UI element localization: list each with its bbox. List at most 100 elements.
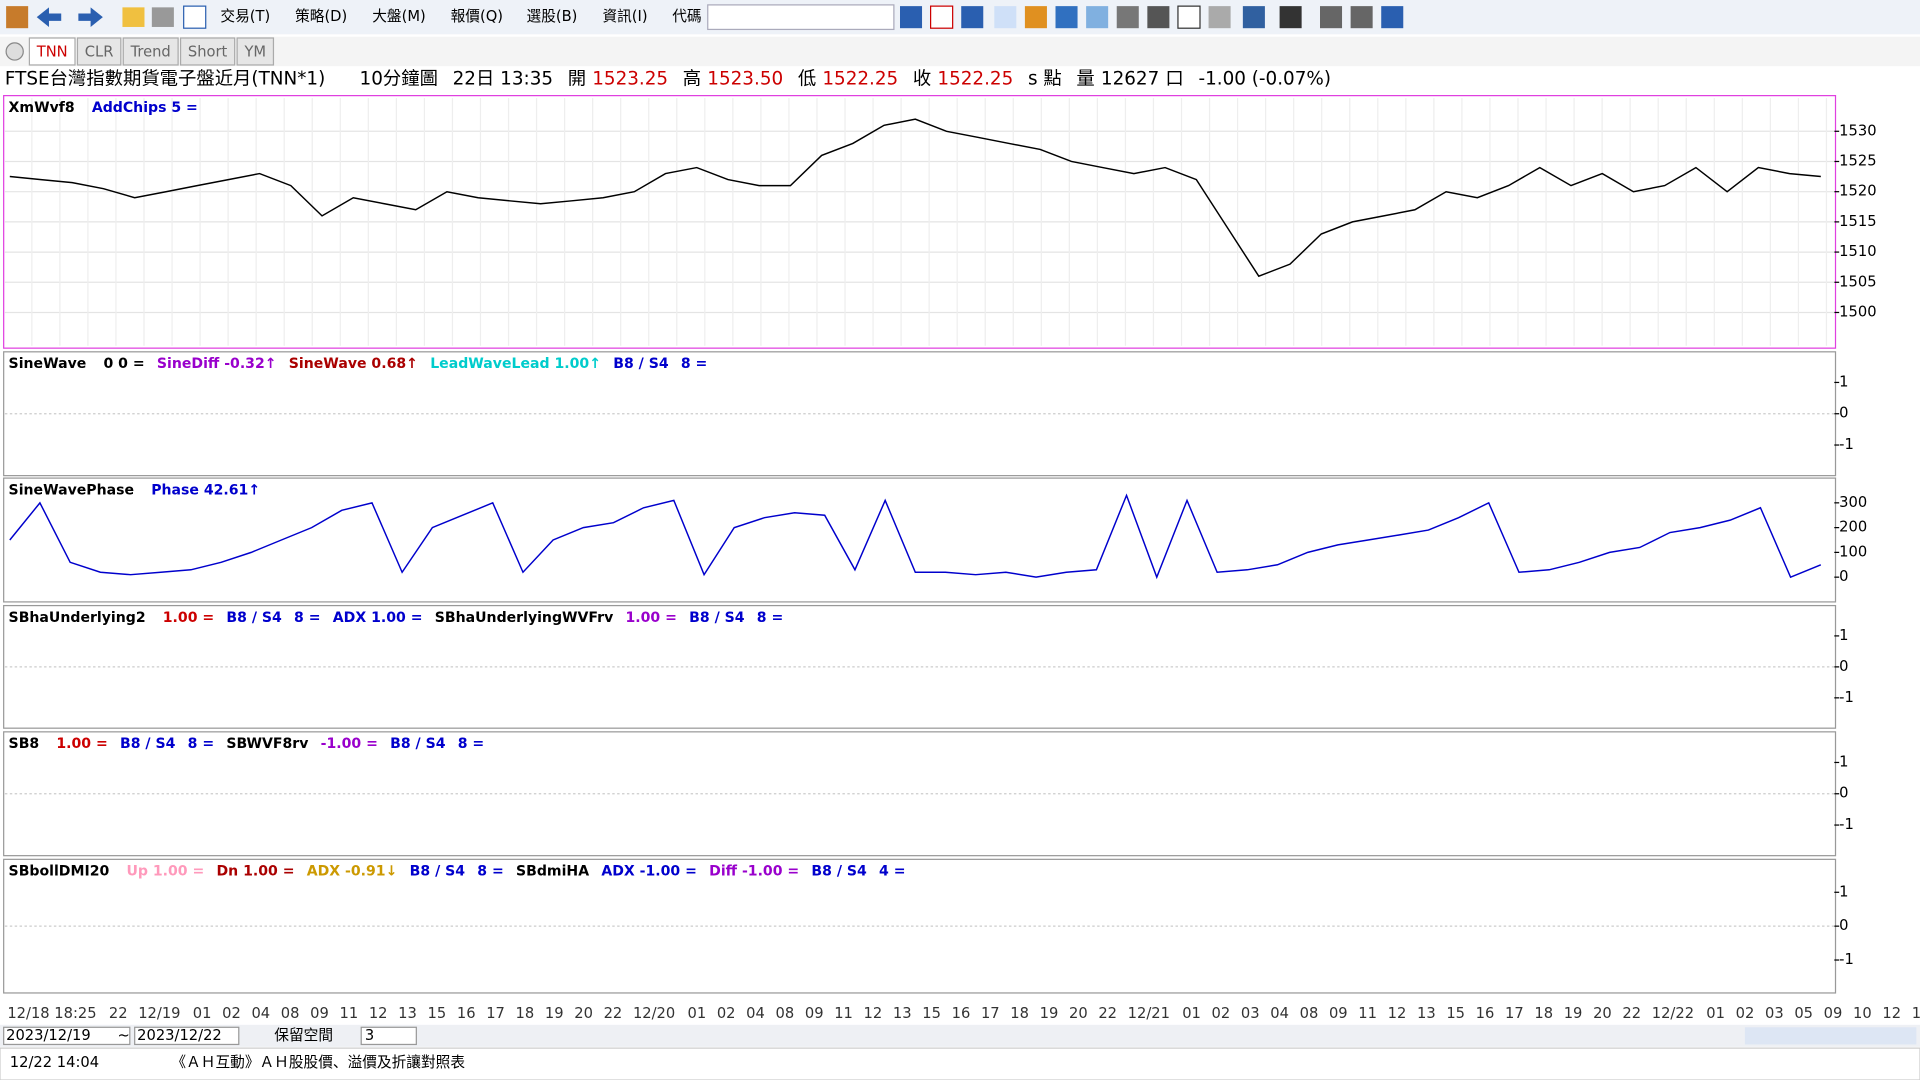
x-tick-label: 15 (1446, 1005, 1465, 1022)
home-icon[interactable] (6, 6, 29, 29)
tool-icon[interactable] (1024, 6, 1047, 29)
y-tick-label: -1 (1839, 951, 1854, 968)
end-date-input[interactable] (134, 1026, 240, 1046)
tool-icon[interactable] (994, 6, 1017, 29)
tab-label[interactable]: YM (243, 44, 266, 61)
y-tick-label: 1500 (1839, 303, 1876, 320)
legend-entry: 8 = (477, 864, 503, 880)
legend-entry: Phase 42.61↑ (151, 482, 260, 498)
menu-item[interactable]: 選股(B) (527, 8, 578, 25)
x-tick-label: 22 (604, 1005, 623, 1022)
x-tick-label: 13 (398, 1005, 417, 1022)
y-tick-label: 0 (1839, 568, 1848, 585)
tab[interactable] (76, 37, 122, 66)
tab[interactable] (179, 37, 236, 66)
tab-label[interactable]: CLR (85, 44, 114, 61)
tab-menu-button[interactable] (5, 42, 24, 61)
tab[interactable] (28, 37, 76, 66)
tool-icon[interactable] (1350, 6, 1373, 29)
x-tick-label: 03 (1765, 1005, 1784, 1022)
panel: 300 200 100 0 SineWavePhase Phase 42.61↑ (3, 477, 1867, 603)
legend-entry: Dn 1.00 = (216, 864, 294, 880)
x-tick-label: 19 (1564, 1005, 1583, 1022)
quote-label: 開 (568, 69, 586, 90)
tool-icon[interactable] (1116, 6, 1139, 29)
legend-entry: SBdmiHA (516, 864, 589, 880)
x-tick-label: 01 (193, 1005, 212, 1022)
tool-icon[interactable] (1279, 6, 1302, 29)
x-tick-label: 09 (805, 1005, 824, 1022)
x-tick-label: 19 (545, 1005, 564, 1022)
x-tick-label: 18 (1534, 1005, 1553, 1022)
x-tick-label: 19 (1040, 1005, 1059, 1022)
quote-value: 1523.25 (592, 69, 668, 90)
menu-item[interactable]: 交易(T) (220, 7, 270, 25)
news-headline[interactable]: 《ＡＨ互動》ＡＨ股股價、溢價及折讓對照表 (171, 1053, 465, 1071)
panel-frame (3, 351, 1837, 477)
x-tick-label: 13 (1417, 1005, 1436, 1022)
interval: 10分鐘圖 (360, 69, 438, 90)
x-tick-label: 16 (457, 1005, 476, 1022)
legend-entry: -1.00 = (321, 736, 378, 752)
menu-item[interactable]: 報價(Q) (451, 8, 503, 25)
tool-icon[interactable] (1208, 6, 1231, 29)
resize-icon[interactable] (183, 5, 207, 29)
x-tick-label: 12/22 (1652, 1005, 1694, 1022)
x-tick-label: 09 (1824, 1005, 1843, 1022)
tool-icon[interactable] (1147, 6, 1170, 29)
x-tick-label: 02 (1212, 1005, 1231, 1022)
menu-item[interactable]: 策略(D) (295, 8, 347, 25)
tab-label[interactable]: Short (188, 44, 228, 61)
legend-entry: LeadWaveLead 1.00↑ (430, 356, 601, 372)
tool-icon[interactable] (961, 6, 984, 29)
start-date: 2023/12/19 (6, 1027, 91, 1044)
legend-entry: XmWvf8 (9, 100, 75, 116)
tab-label[interactable]: TNN (36, 44, 68, 61)
x-tick-label: 22 (109, 1005, 128, 1022)
quote-label: 低 (798, 69, 816, 90)
tool-icon[interactable] (1381, 6, 1404, 29)
forward-icon[interactable] (78, 7, 103, 27)
view-buttons[interactable] (1744, 1027, 1917, 1045)
tool-icon[interactable] (1055, 6, 1078, 29)
y-tick-label: 1510 (1839, 243, 1876, 260)
tool-icon[interactable] (900, 6, 923, 29)
tool-icon[interactable] (1177, 5, 1201, 29)
tool-icon[interactable] (1320, 6, 1343, 29)
tool-icon[interactable] (930, 5, 954, 29)
y-tick-label: 100 (1839, 543, 1867, 560)
legend-entry: 1.00 = (626, 610, 677, 626)
tab[interactable] (122, 37, 179, 66)
start-date-input[interactable] (3, 1026, 131, 1046)
y-tick-label: 300 (1839, 494, 1867, 511)
code-input[interactable] (707, 4, 895, 31)
tool-icon[interactable] (1086, 6, 1109, 29)
legend-entry: 4 = (879, 864, 905, 880)
x-tick-label: 04 (1270, 1005, 1289, 1022)
y-tick-label: 1 (1839, 883, 1848, 900)
x-tick-label: 16 (1476, 1005, 1495, 1022)
panel: 1 0 -1 SB8 1.00 = B8 / S4 8 = SBWVF8rv -1.00 = B8… (3, 731, 1854, 857)
x-tick-label: 04 (251, 1005, 270, 1022)
x-tick-label: 20 (1069, 1005, 1088, 1022)
space-input[interactable] (360, 1026, 417, 1046)
menu-item[interactable]: 大盤(M) (372, 8, 425, 25)
change: -1.00 (-0.07%) (1198, 69, 1331, 90)
back-icon[interactable] (36, 7, 62, 27)
tab[interactable] (236, 37, 275, 66)
x-tick-label: 16 (952, 1005, 971, 1022)
x-tick-label: 18 (516, 1005, 535, 1022)
chart-panels: 1530 1525 1520 1515 1510 1505 1500 XmWvf8 AddChi… (3, 95, 1877, 994)
panel: 1 0 -1 SBhaUnderlying2 1.00 = B8 / S4 8 = ADX 1… (3, 604, 1854, 729)
tab-label[interactable]: Trend (130, 44, 171, 61)
open-icon[interactable] (122, 7, 145, 27)
quote-label: 收 (913, 69, 931, 90)
y-tick-label: -1 (1839, 689, 1854, 706)
y-tick-label: 0 (1839, 785, 1848, 802)
x-tick-label: 12 (864, 1005, 883, 1022)
menu-item[interactable]: 資訊(I) (602, 8, 647, 25)
print-icon[interactable] (151, 7, 174, 27)
code-label: 代碼 (672, 8, 701, 25)
tool-icon[interactable] (1242, 6, 1265, 29)
